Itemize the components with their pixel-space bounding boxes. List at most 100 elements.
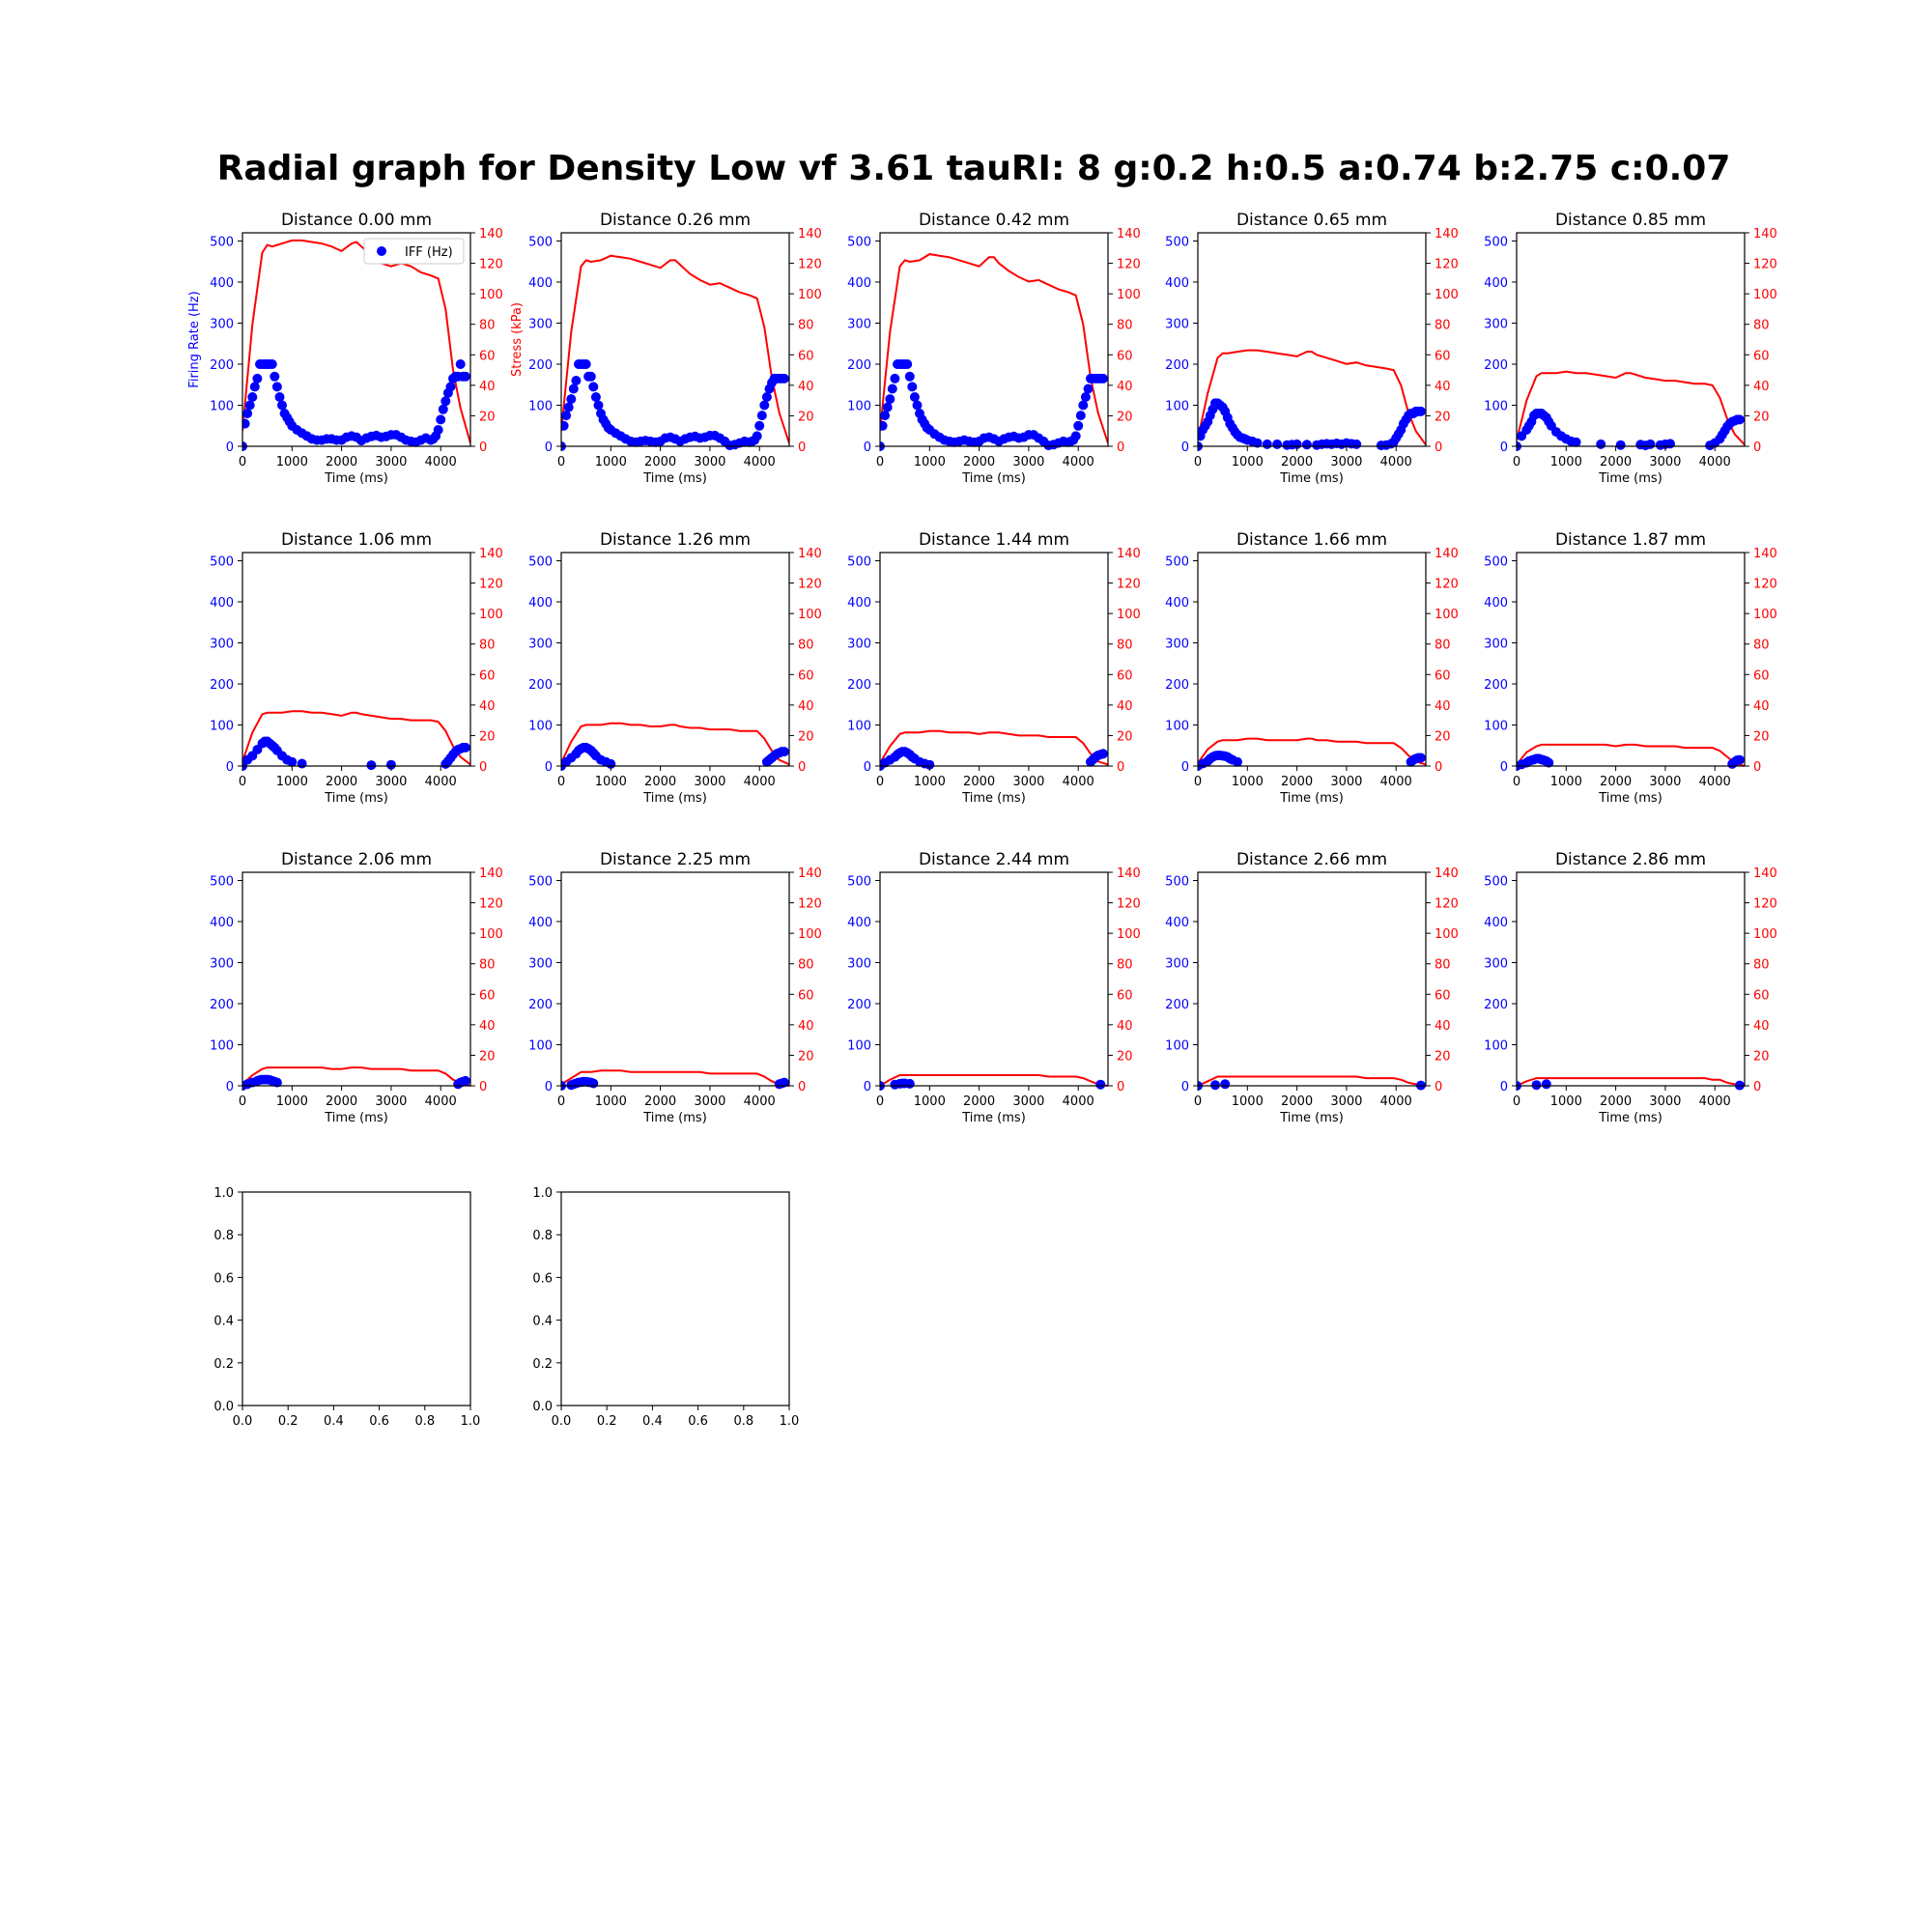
x-tick-label: 0.2 [278,1414,298,1429]
x-axis-label: Time (ms) [324,1111,388,1125]
stress-line [1517,1077,1745,1087]
right-y-tick-label: 140 [1117,547,1141,561]
rate-point [1665,439,1675,449]
right-y-tick-label: 60 [1753,988,1770,1003]
x-tick-label: 4000 [1380,455,1412,469]
axes-frame [242,1191,471,1406]
x-tick-label: 1000 [1550,455,1582,469]
y-tick-label: 1.0 [213,1186,234,1201]
left-y-tick-label: 0 [545,440,553,455]
right-y-tick-label: 60 [1753,668,1770,683]
right-y-tick-label: 40 [1435,699,1451,714]
rate-point [759,400,770,411]
y-tick-label: 0.2 [213,1357,234,1372]
left-y-tick-label: 500 [528,236,553,250]
left-y-tick-label: 0 [864,1080,871,1094]
plot-area [1198,1075,1426,1091]
left-y-tick-label: 100 [1165,400,1189,414]
x-tick-label: 1.0 [461,1414,481,1429]
rate-point [563,402,574,412]
left-y-tick-label: 500 [1165,875,1189,890]
right-y-tick-label: 120 [1435,258,1459,272]
rate-point [912,400,923,411]
subplot-title: Distance 2.86 mm [1555,850,1706,869]
right-y-tick-label: 80 [798,319,814,333]
left-y-tick-label: 300 [847,318,871,332]
right-y-tick-label: 60 [1435,668,1451,683]
right-y-tick-label: 100 [1753,288,1777,302]
left-y-tick-label: 0 [1500,1080,1508,1094]
x-tick-label: 1000 [1232,455,1264,469]
left-y-tick-label: 0 [1181,1080,1189,1094]
right-y-tick-label: 60 [798,349,814,363]
left-y-tick-label: 300 [1484,957,1508,972]
rate-point [568,384,579,394]
subplot-title: Distance 1.66 mm [1236,530,1387,550]
x-tick-label: 3000 [1012,1094,1044,1109]
x-axis-label: Time (ms) [961,471,1026,486]
left-y-tick-label: 500 [1484,236,1508,250]
left-y-tick-label: 100 [847,1039,871,1054]
stress-line [880,253,1108,444]
rate-point [267,359,277,369]
x-tick-label: 2000 [963,1094,995,1109]
right-y-tick-label: 60 [1753,349,1770,363]
right-y-tick-label: 40 [1117,1019,1133,1034]
right-y-tick-label: 120 [479,578,503,592]
right-y-tick-label: 100 [1753,608,1777,622]
right-y-tick-label: 0 [479,1080,487,1094]
x-tick-label: 4000 [425,1094,457,1109]
rate-point [924,759,935,770]
left-y-tick-label: 100 [210,400,234,414]
left-y-tick-label: 400 [847,276,871,291]
right-y-tick-label: 100 [798,288,822,302]
x-axis-label: Time (ms) [642,791,707,806]
x-tick-label: 2000 [326,1094,357,1109]
right-y-tick-label: 0 [1753,440,1761,455]
subplot-title: Distance 1.26 mm [600,530,751,550]
rate-point [754,420,765,431]
stress-line [242,239,470,444]
right-y-tick-label: 0 [1435,440,1442,455]
rate-point [904,1078,915,1089]
x-tick-label: 2000 [644,455,676,469]
left-y-tick-label: 0 [864,440,871,455]
left-y-tick-label: 300 [210,957,234,972]
rate-point [460,742,470,753]
x-tick-label: 4000 [1063,1094,1094,1109]
right-y-tick-label: 120 [1753,578,1777,592]
right-y-tick-label: 80 [479,639,496,653]
left-y-tick-label: 200 [847,678,871,693]
left-y-tick-label: 300 [1165,957,1189,972]
y-tick-label: 1.0 [532,1186,553,1201]
x-tick-label: 0 [239,775,246,789]
subplot-title: Distance 0.85 mm [1555,211,1706,230]
figure-title: Radial graph for Density Low vf 3.61 tau… [217,149,1731,188]
x-tick-label: 3000 [375,1094,407,1109]
x-tick-label: 1000 [595,775,627,789]
rate-point [460,371,470,382]
x-axis-label: Time (ms) [642,1111,707,1125]
x-tick-label: 0 [557,455,565,469]
subplot-title: Distance 0.00 mm [281,211,432,230]
right-y-tick-label: 80 [479,958,496,973]
left-y-tick-label: 400 [528,596,553,611]
rate-point [585,371,596,382]
legend-label: IFF (Hz) [405,245,453,260]
right-y-tick-label: 120 [1753,258,1777,272]
rate-point [271,382,282,392]
rate-point [366,760,377,771]
x-tick-label: 0.8 [414,1414,435,1429]
left-y-tick-label: 400 [1165,916,1189,930]
rate-point [1734,754,1745,765]
right-y-tick-label: 100 [1117,608,1141,622]
rate-point [1097,373,1108,384]
rate-point [1596,439,1606,449]
rate-point [779,373,789,384]
rate-point [752,431,762,441]
x-tick-label: 3000 [1649,455,1681,469]
rate-point [761,392,772,402]
x-axis-label: Time (ms) [324,791,388,806]
